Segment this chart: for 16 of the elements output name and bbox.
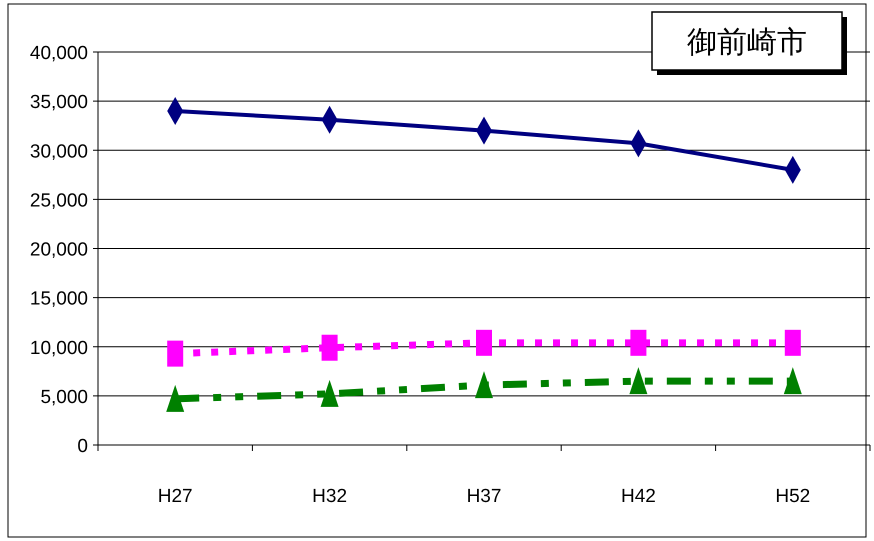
x-tick-label: H27: [158, 486, 193, 507]
y-tick-label: 0: [77, 436, 88, 457]
y-tick-label: 20,000: [30, 240, 88, 260]
y-tick-label: 40,000: [30, 43, 88, 64]
x-tick-label: H52: [775, 486, 810, 507]
title: 御前崎市: [651, 11, 847, 75]
y-tick-label: 35,000: [30, 92, 88, 114]
y-tick-label: 10,000: [30, 338, 88, 359]
y-tick-label: 25,000: [30, 190, 88, 212]
y-tick-label: 5,000: [40, 386, 88, 408]
y-tick-label: 30,000: [30, 141, 88, 162]
chart-title: 御前崎市: [687, 25, 807, 60]
x-tick-label: H37: [466, 486, 502, 507]
y-tick-label: 15,000: [30, 288, 88, 310]
x-tick-label: H42: [620, 486, 656, 507]
x-tick-label: H32: [312, 486, 348, 507]
